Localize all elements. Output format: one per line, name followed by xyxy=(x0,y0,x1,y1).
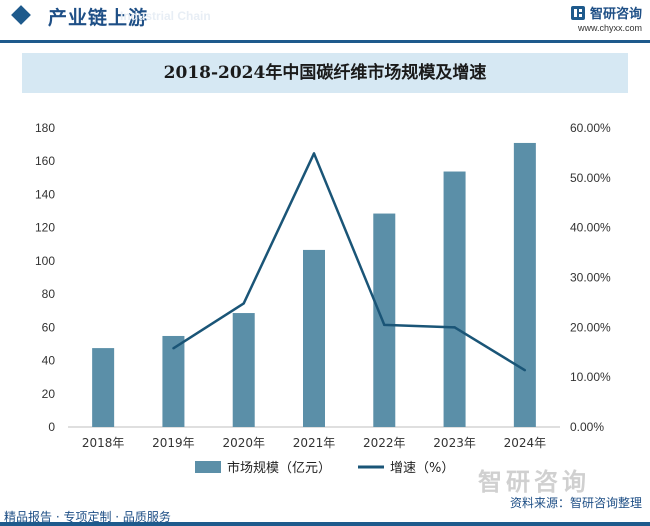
source-note: 资料来源：智研咨询整理 xyxy=(509,496,642,510)
x-axis-tick-label: 2023年 xyxy=(433,436,476,450)
chart-title-band: 2018-2024年中国碳纤维市场规模及增速 xyxy=(22,53,628,93)
bar-market-size xyxy=(373,213,396,427)
x-axis-tick-label: 2020年 xyxy=(222,436,265,450)
footer-divider xyxy=(0,522,650,526)
left-axis-tick-label: 0 xyxy=(48,420,55,434)
bar-market-size xyxy=(303,249,325,427)
bar-market-size xyxy=(513,142,536,427)
right-axis-tick-label: 10.00% xyxy=(570,370,611,384)
footer-tagline: 精品报告 · 专项定制 · 品质服务 xyxy=(4,510,171,524)
left-axis-tick-label: 120 xyxy=(35,221,55,235)
left-axis-tick-label: 80 xyxy=(42,287,56,301)
line-point-growth-rate xyxy=(242,302,245,305)
right-axis-tick-label: 0.00% xyxy=(570,420,604,434)
right-axis-tick-label: 20.00% xyxy=(570,320,611,334)
line-point-growth-rate xyxy=(523,368,527,372)
bar-market-size xyxy=(443,171,466,427)
left-axis-tick-label: 100 xyxy=(35,254,55,268)
right-axis-tick-label: 40.00% xyxy=(570,221,611,235)
x-axis-tick-label: 2022年 xyxy=(363,436,406,450)
chart-title: 2018-2024年中国碳纤维市场规模及增速 xyxy=(163,63,487,83)
brand-block: 智研咨询 www.chyxx.com xyxy=(570,3,642,33)
left-axis-tick-label: 60 xyxy=(42,320,56,334)
section-title: 产业链上游 xyxy=(48,7,149,29)
line-point-growth-rate xyxy=(453,326,456,329)
left-axis-tick-label: 40 xyxy=(42,354,56,368)
legend-label-growth-rate: 增速（%） xyxy=(390,461,454,476)
legend-swatch-market-size xyxy=(195,461,221,473)
left-axis-tick-label: 160 xyxy=(35,154,55,168)
line-point-growth-rate xyxy=(172,347,175,350)
right-axis-tick-label: 50.00% xyxy=(570,171,611,185)
left-axis-tick-label: 180 xyxy=(35,121,55,135)
brand-name: 智研咨询 xyxy=(589,7,642,22)
header-bar: 产业链上游 Industrial Chain 智研咨询 www.chyxx.co… xyxy=(0,0,650,34)
bar-market-size xyxy=(92,348,115,427)
left-axis-tick-label: 20 xyxy=(42,387,56,401)
watermark-logo-text: 智研咨询 xyxy=(478,468,590,496)
line-growth-rate xyxy=(172,152,526,372)
brand-logo-icon xyxy=(570,5,585,20)
legend-label-market-size: 市场规模（亿元） xyxy=(227,460,331,476)
x-axis-tick-label: 2019年 xyxy=(152,436,195,450)
right-axis-tick-label: 60.00% xyxy=(570,121,611,135)
x-axis-tick-label: 2024年 xyxy=(504,436,547,450)
line-point-growth-rate xyxy=(312,152,316,155)
ghost-caption: Industrial Chain xyxy=(120,9,211,23)
x-axis-tick-label: 2021年 xyxy=(293,436,336,450)
bar-market-size xyxy=(162,335,185,427)
right-axis-tick-label: 30.00% xyxy=(570,271,611,285)
bar-market-size xyxy=(232,313,255,427)
x-axis-tick-label: 2018年 xyxy=(82,436,125,450)
left-axis-tick-label: 140 xyxy=(35,187,55,201)
line-point-growth-rate xyxy=(383,323,386,327)
header-divider xyxy=(0,40,650,43)
brand-url: www.chyxx.com xyxy=(577,23,642,33)
